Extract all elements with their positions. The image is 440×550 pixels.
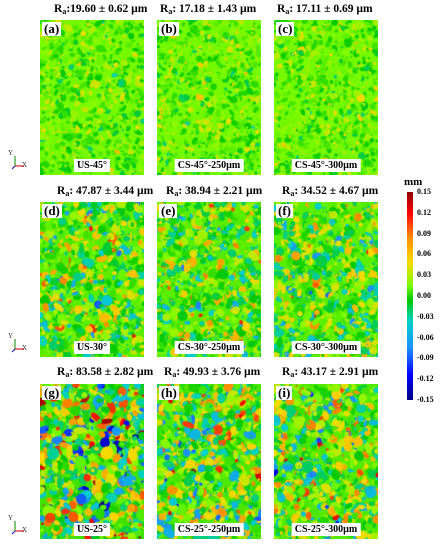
panel-letter-i: (i) <box>276 385 293 400</box>
axis-y-label: Y <box>8 514 14 522</box>
axis-arrows-icon <box>11 339 24 353</box>
panel-letter-a: (a) <box>42 21 62 36</box>
colorbar-tick: -0.09 <box>417 353 434 363</box>
colorbar-tick: -0.06 <box>417 332 434 342</box>
surface-map-d: (d) US-30° <box>40 202 144 357</box>
height-map-e <box>157 202 261 357</box>
colorbar <box>407 192 413 400</box>
surface-map-c: (c) CS-45°-300µm <box>274 20 378 175</box>
surface-map-e: (e) CS-30°-250µm <box>157 202 261 357</box>
ra-title-c: Ra: 17.11 ± 0.69 µm <box>277 3 373 16</box>
sample-label-e: CS-30°-250µm <box>174 341 244 354</box>
ra-title-i: Ra: 43.17 ± 2.91 µm <box>282 366 379 379</box>
height-map-f <box>274 202 378 357</box>
ra-title-d: Ra: 47.87 ± 3.44 µm <box>57 185 154 198</box>
axis-x-label: X <box>22 526 28 534</box>
colorbar-tick: -0.03 <box>417 311 434 321</box>
ra-title-b: Ra: 17.18 ± 1.43 µm <box>160 3 257 16</box>
axis-arrows-icon <box>11 156 24 170</box>
colorbar-tick: 0.12 <box>417 207 431 217</box>
ra-title-h: Ra: 49.93 ± 3.76 µm <box>164 366 261 379</box>
panel-letter-f: (f) <box>276 203 293 218</box>
height-map-c <box>274 20 378 175</box>
colorbar-tick: 0.15 <box>417 187 431 196</box>
height-map-h <box>157 384 261 539</box>
colorbar-tick: 0.06 <box>417 249 431 259</box>
ra-title-g: Ra: 83.58 ± 2.82 µm <box>57 366 154 379</box>
surface-map-g: (g) US-25° <box>40 384 144 539</box>
axis-triad-row3: Y X <box>8 514 30 537</box>
colorbar-unit: mm <box>404 176 423 188</box>
surface-map-b: (b) CS-45°-250µm <box>157 20 261 175</box>
height-map-i <box>274 384 378 539</box>
axis-triad-row1: Y X <box>8 149 30 172</box>
axis-y-label: Y <box>8 149 14 157</box>
sample-label-h: CS-25°-250µm <box>174 523 244 536</box>
colorbar-tick: -0.12 <box>417 374 434 384</box>
ra-title-f: Ra: 34.52 ± 4.67 µm <box>282 185 379 198</box>
colorbar-tick: 0.09 <box>417 228 431 238</box>
ra-title-a: Ra:19.60 ± 0.62 µm <box>54 3 148 16</box>
height-map-d <box>40 202 144 357</box>
panel-letter-b: (b) <box>159 21 179 36</box>
surface-map-a: (a) US-45° <box>40 20 144 175</box>
colorbar-tick: 0.03 <box>417 270 431 280</box>
sample-label-f: CS-30°-300µm <box>291 341 361 354</box>
axis-y-label: Y <box>8 332 14 340</box>
colorbar-tick: 0.00 <box>417 291 431 300</box>
height-map-b <box>157 20 261 175</box>
ra-title-e: Ra: 38.94 ± 2.21 µm <box>166 185 263 198</box>
sample-label-b: CS-45°-250µm <box>174 159 244 172</box>
axis-x-label: X <box>22 161 28 169</box>
colorbar-tick: -0.15 <box>417 395 434 404</box>
axis-triad-row2: Y X <box>8 332 30 355</box>
height-map-g <box>40 384 144 539</box>
axis-x-label: X <box>22 344 28 352</box>
sample-label-c: CS-45°-300µm <box>291 159 361 172</box>
panel-letter-d: (d) <box>42 203 62 218</box>
axis-arrows-icon <box>11 521 24 535</box>
height-map-a <box>40 20 144 175</box>
sample-label-a: US-45° <box>73 159 111 172</box>
panel-letter-c: (c) <box>276 21 295 36</box>
panel-letter-h: (h) <box>159 385 179 400</box>
panel-letter-g: (g) <box>42 385 62 400</box>
surface-map-h: (h) CS-25°-250µm <box>157 384 261 539</box>
sample-label-i: CS-25°-300µm <box>291 523 361 536</box>
sample-label-d: US-30° <box>73 341 111 354</box>
panel-letter-e: (e) <box>159 203 178 218</box>
sample-label-g: US-25° <box>73 523 111 536</box>
surface-map-i: (i) CS-25°-300µm <box>274 384 378 539</box>
surface-map-f: (f) CS-30°-300µm <box>274 202 378 357</box>
